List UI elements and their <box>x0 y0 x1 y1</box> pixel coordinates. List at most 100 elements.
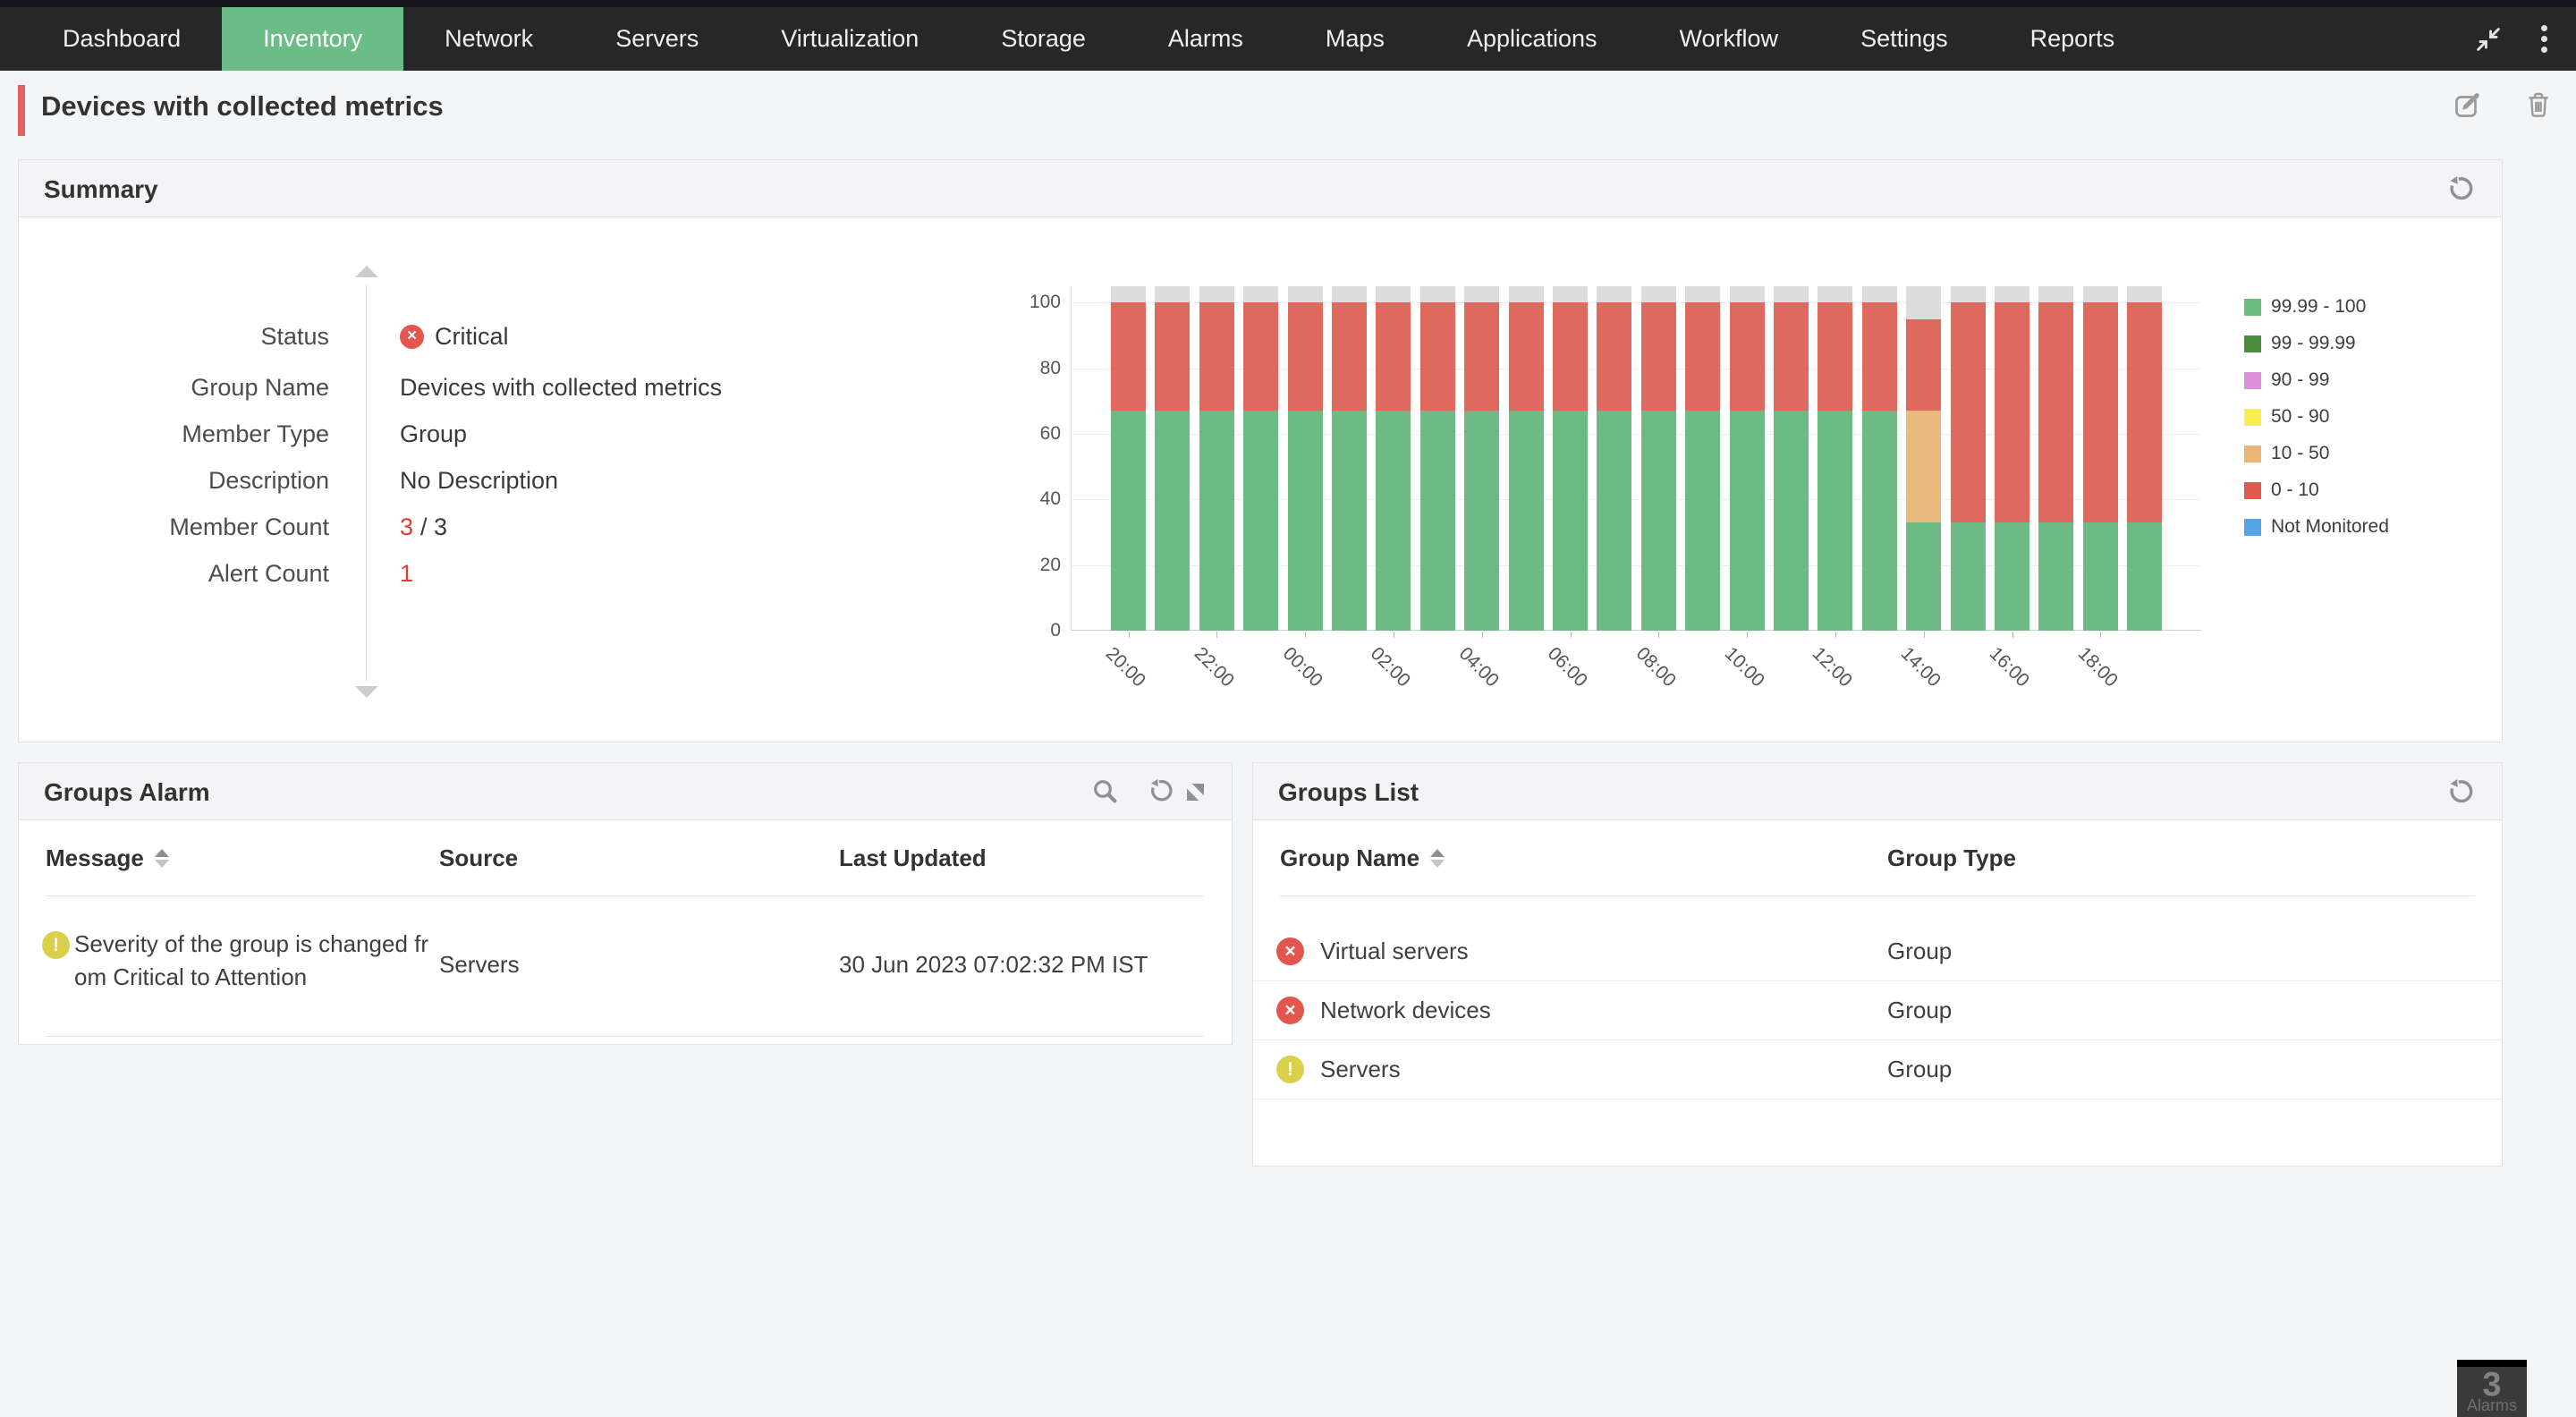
chart-bar-segment[interactable] <box>1774 286 1809 303</box>
chart-bar-segment[interactable] <box>1995 286 2029 303</box>
nav-item-maps[interactable]: Maps <box>1325 25 1385 52</box>
chart-bar-segment[interactable] <box>1597 302 1632 412</box>
alarms-badge[interactable]: 3 Alarms <box>2457 1360 2527 1417</box>
expand-icon[interactable] <box>1187 784 1217 814</box>
legend-item[interactable]: 50 - 90 <box>2244 406 2389 428</box>
column-header-message[interactable]: Message <box>46 844 169 872</box>
chart-bar-segment[interactable] <box>1950 286 1986 303</box>
nav-item-applications[interactable]: Applications <box>1466 25 1597 52</box>
chart-bar-segment[interactable] <box>1508 286 1544 303</box>
chart-bar-segment[interactable] <box>1243 411 1279 631</box>
nav-item-alarms[interactable]: Alarms <box>1167 25 1243 52</box>
chart-bar-segment[interactable] <box>1419 302 1455 412</box>
group-row[interactable]: ! Servers Group <box>1253 1040 2502 1099</box>
chart-bar-segment[interactable] <box>1155 411 1191 631</box>
chart-bar-segment[interactable] <box>1995 302 2029 522</box>
chart-bar-segment[interactable] <box>1729 411 1765 631</box>
chart-bar-segment[interactable] <box>1685 411 1721 631</box>
chart-bar-segment[interactable] <box>1553 286 1588 303</box>
chart-bar-segment[interactable] <box>1287 302 1323 412</box>
legend-item[interactable]: 99 - 99.99 <box>2244 333 2389 354</box>
chart-bar-segment[interactable] <box>1640 411 1676 631</box>
chart-bar-segment[interactable] <box>1332 411 1367 631</box>
chart-bar-segment[interactable] <box>1111 302 1146 412</box>
chart-bar-segment[interactable] <box>1818 286 1853 303</box>
chart-bar-segment[interactable] <box>1818 411 1853 631</box>
chart-bar-segment[interactable] <box>1376 302 1411 412</box>
chart-bar-segment[interactable] <box>1419 411 1455 631</box>
chart-bar-segment[interactable] <box>1685 302 1721 412</box>
chart-bar-segment[interactable] <box>1906 522 1942 631</box>
nav-item-storage[interactable]: Storage <box>1001 25 1086 52</box>
chart-bar-segment[interactable] <box>1508 302 1544 412</box>
chart-bar-segment[interactable] <box>1861 302 1897 412</box>
nav-item-workflow[interactable]: Workflow <box>1679 25 1779 52</box>
group-row[interactable]: × Virtual servers Group <box>1253 922 2502 981</box>
trash-icon[interactable] <box>2524 90 2556 123</box>
chart-bar-segment[interactable] <box>1199 411 1234 631</box>
chart-bar-segment[interactable] <box>1861 286 1897 303</box>
chart-bar-segment[interactable] <box>1464 302 1500 412</box>
scroll-down-icon[interactable] <box>355 686 378 698</box>
chart-bar-segment[interactable] <box>1243 286 1279 303</box>
chart-bar-segment[interactable] <box>1995 522 2029 631</box>
chart-bar-segment[interactable] <box>2038 286 2074 303</box>
chart-bar-segment[interactable] <box>1199 302 1234 412</box>
chart-bar-segment[interactable] <box>2038 302 2074 522</box>
chart-bar-segment[interactable] <box>1111 411 1146 631</box>
chart-bar-segment[interactable] <box>1155 286 1191 303</box>
sort-icon[interactable] <box>1430 848 1445 868</box>
chart-bar-segment[interactable] <box>1553 411 1588 631</box>
chart-bar-segment[interactable] <box>1464 286 1500 303</box>
nav-item-servers[interactable]: Servers <box>615 25 699 52</box>
chart-bar-segment[interactable] <box>1597 411 1632 631</box>
chart-bar-segment[interactable] <box>2082 522 2118 631</box>
legend-item[interactable]: 90 - 99 <box>2244 369 2389 391</box>
column-header-last-updated[interactable]: Last Updated <box>839 844 987 871</box>
column-header-source[interactable]: Source <box>439 844 519 871</box>
nav-item-settings[interactable]: Settings <box>1860 25 1948 52</box>
chart-bar-segment[interactable] <box>1861 411 1897 631</box>
chart-bar-segment[interactable] <box>1906 286 1942 319</box>
chart-bar-segment[interactable] <box>1332 286 1367 303</box>
chart-bar-segment[interactable] <box>2082 286 2118 303</box>
legend-item[interactable]: Not Monitored <box>2244 516 2389 538</box>
nav-item-dashboard[interactable]: Dashboard <box>63 25 182 52</box>
chart-bar-segment[interactable] <box>1376 411 1411 631</box>
chart-bar-segment[interactable] <box>1553 302 1588 412</box>
refresh-icon[interactable] <box>2445 174 2475 204</box>
chart-bar-segment[interactable] <box>1906 318 1942 412</box>
scroll-up-icon[interactable] <box>355 266 378 277</box>
chart-bar-segment[interactable] <box>1640 302 1676 412</box>
legend-item[interactable]: 99.99 - 100 <box>2244 296 2389 318</box>
chart-bar-segment[interactable] <box>1155 302 1191 412</box>
chart-bar-segment[interactable] <box>1287 411 1323 631</box>
column-header-group-name[interactable]: Group Name <box>1280 844 1445 872</box>
refresh-icon[interactable] <box>2445 776 2475 807</box>
chart-bar-segment[interactable] <box>1950 302 1986 522</box>
edit-icon[interactable] <box>2453 90 2485 123</box>
legend-item[interactable]: 10 - 50 <box>2244 443 2389 464</box>
chart-bar-segment[interactable] <box>1199 286 1234 303</box>
chart-bar-segment[interactable] <box>2082 302 2118 522</box>
chart-bar-segment[interactable] <box>1332 302 1367 412</box>
column-header-group-type[interactable]: Group Type <box>1887 844 2016 871</box>
sort-icon[interactable] <box>154 848 169 868</box>
chart-bar-segment[interactable] <box>1906 411 1942 522</box>
chart-bar-segment[interactable] <box>1419 286 1455 303</box>
chart-bar-segment[interactable] <box>1243 302 1279 412</box>
chart-bar-segment[interactable] <box>1508 411 1544 631</box>
chart-bar-segment[interactable] <box>1950 522 1986 631</box>
search-icon[interactable] <box>1090 776 1121 807</box>
chart-bar-segment[interactable] <box>1111 286 1146 303</box>
chart-bar-segment[interactable] <box>1376 286 1411 303</box>
nav-item-reports[interactable]: Reports <box>2029 25 2115 52</box>
compress-icon[interactable] <box>2472 23 2504 55</box>
nav-item-network[interactable]: Network <box>445 25 534 52</box>
nav-item-virtualization[interactable]: Virtualization <box>781 25 919 52</box>
chart-bar-segment[interactable] <box>2127 522 2163 631</box>
chart-bar-segment[interactable] <box>1464 411 1500 631</box>
chart-bar-segment[interactable] <box>2127 286 2163 303</box>
chart-bar-segment[interactable] <box>1685 286 1721 303</box>
chart-bar-segment[interactable] <box>1597 286 1632 303</box>
